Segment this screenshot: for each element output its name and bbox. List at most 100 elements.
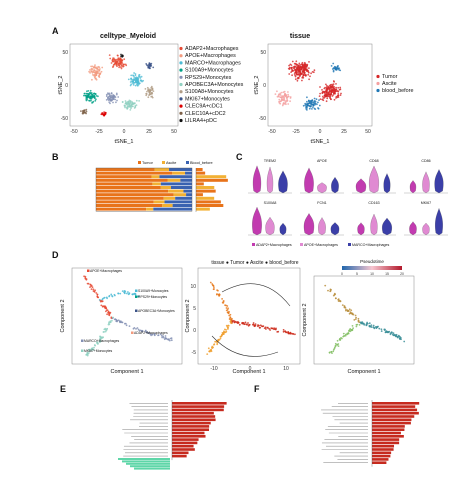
stacked-bar-segment <box>153 200 165 204</box>
y-tick-label: 50 <box>260 50 266 56</box>
tsne-point <box>130 107 132 110</box>
tsne-point <box>313 102 316 104</box>
trajectory-point <box>332 294 335 297</box>
trajectory-point <box>99 335 101 338</box>
panel-b-stacked-bars <box>95 167 193 212</box>
stacked-bar-segment <box>169 168 192 171</box>
frequency-bar <box>196 200 221 204</box>
trajectory-point <box>352 327 354 330</box>
tsne-point <box>302 76 305 79</box>
frequency-bar <box>196 204 224 207</box>
violin <box>383 173 391 194</box>
tsne-point <box>339 69 342 72</box>
tsne-point <box>137 81 140 84</box>
trajectory-point <box>90 347 93 350</box>
tsne-point <box>149 65 152 68</box>
tsne-point <box>95 67 98 70</box>
trajectory-point <box>231 321 234 323</box>
trajectory-point <box>343 335 345 337</box>
trajectory-point <box>90 349 93 351</box>
tsne-point <box>91 96 93 99</box>
stacked-bar-segment <box>96 196 164 200</box>
legend-swatch <box>376 81 380 86</box>
tsne-point <box>129 109 132 111</box>
trajectory-point <box>369 325 372 328</box>
trajectory-point <box>337 300 340 302</box>
trajectory-point <box>126 292 128 295</box>
stacked-bar-segment <box>172 204 192 207</box>
tsne-point <box>84 92 86 95</box>
tsne-point <box>105 99 108 101</box>
tsne-point <box>298 69 301 72</box>
trajectory-point <box>170 337 173 339</box>
trajectory-point <box>170 339 173 342</box>
tsne-point <box>133 78 136 81</box>
tsne-point <box>325 86 328 89</box>
trajectory-point <box>276 331 279 333</box>
violin <box>252 206 262 236</box>
trajectory-point <box>383 329 386 331</box>
trajectory-point <box>84 275 87 278</box>
tsne-point <box>100 70 103 73</box>
trajectory-point <box>123 291 126 294</box>
trajectory-point <box>227 324 230 327</box>
tsne-point <box>90 70 92 73</box>
frequency-bar <box>196 186 215 189</box>
trajectory-point <box>90 288 93 290</box>
enrichment-bar-down <box>126 462 170 465</box>
stacked-bar-segment <box>96 204 163 207</box>
tsne-point <box>317 101 319 104</box>
tsne-point <box>108 101 111 103</box>
violin <box>422 171 430 194</box>
tsne-point <box>289 100 291 103</box>
trajectory-point <box>334 342 337 345</box>
tsne-point <box>335 86 337 89</box>
tsne-point <box>276 95 279 98</box>
tsne-point <box>313 100 316 103</box>
enrichment-bar <box>372 411 419 415</box>
tsne-point <box>92 74 94 76</box>
tsne-point <box>89 89 92 92</box>
panel-d3-scale: 0 5 10 15 20 <box>341 272 404 276</box>
violin <box>382 217 392 236</box>
panel-d3-legend: Pseudotime <box>360 259 384 264</box>
trajectory-point <box>150 334 153 337</box>
tsne-point <box>99 68 101 70</box>
tsne-point <box>92 71 95 73</box>
trajectory-label: S100A9+Monocytes <box>138 289 169 293</box>
trajectory-point <box>229 322 232 324</box>
trajectory-label: RPS29+Monocytes <box>138 295 167 299</box>
trajectory-point <box>231 317 233 320</box>
trajectory-point <box>336 339 339 342</box>
tsne-point <box>339 94 342 96</box>
tsne-point <box>91 101 94 104</box>
trajectory-point <box>135 328 137 330</box>
trajectory-point <box>211 345 214 348</box>
trajectory-point <box>213 343 216 346</box>
trajectory-point <box>334 345 337 348</box>
tsne-point <box>133 72 136 74</box>
tsne-point <box>81 111 84 114</box>
trajectory-point <box>291 332 293 335</box>
legend-label: LILRA4+pDC <box>185 118 217 124</box>
tsne-point <box>90 65 92 68</box>
tsne-point <box>90 67 93 70</box>
panel-d3-frame <box>313 275 415 365</box>
tsne-point <box>311 108 313 110</box>
tsne-point <box>118 66 120 69</box>
tsne-point <box>283 98 286 101</box>
tsne-point <box>148 91 151 94</box>
tsne-point <box>123 58 126 61</box>
enrichment-bar <box>172 451 189 455</box>
tsne-point <box>298 62 301 65</box>
enrichment-bar <box>372 408 418 412</box>
tsne-point <box>116 99 118 102</box>
tsne-point <box>83 94 85 97</box>
trajectory-point <box>110 293 113 296</box>
stacked-bar-segment <box>160 182 192 186</box>
trajectory-point <box>216 293 218 296</box>
trajectory-point <box>378 327 381 330</box>
tsne-point <box>135 99 138 102</box>
enrichment-bar <box>372 405 416 408</box>
